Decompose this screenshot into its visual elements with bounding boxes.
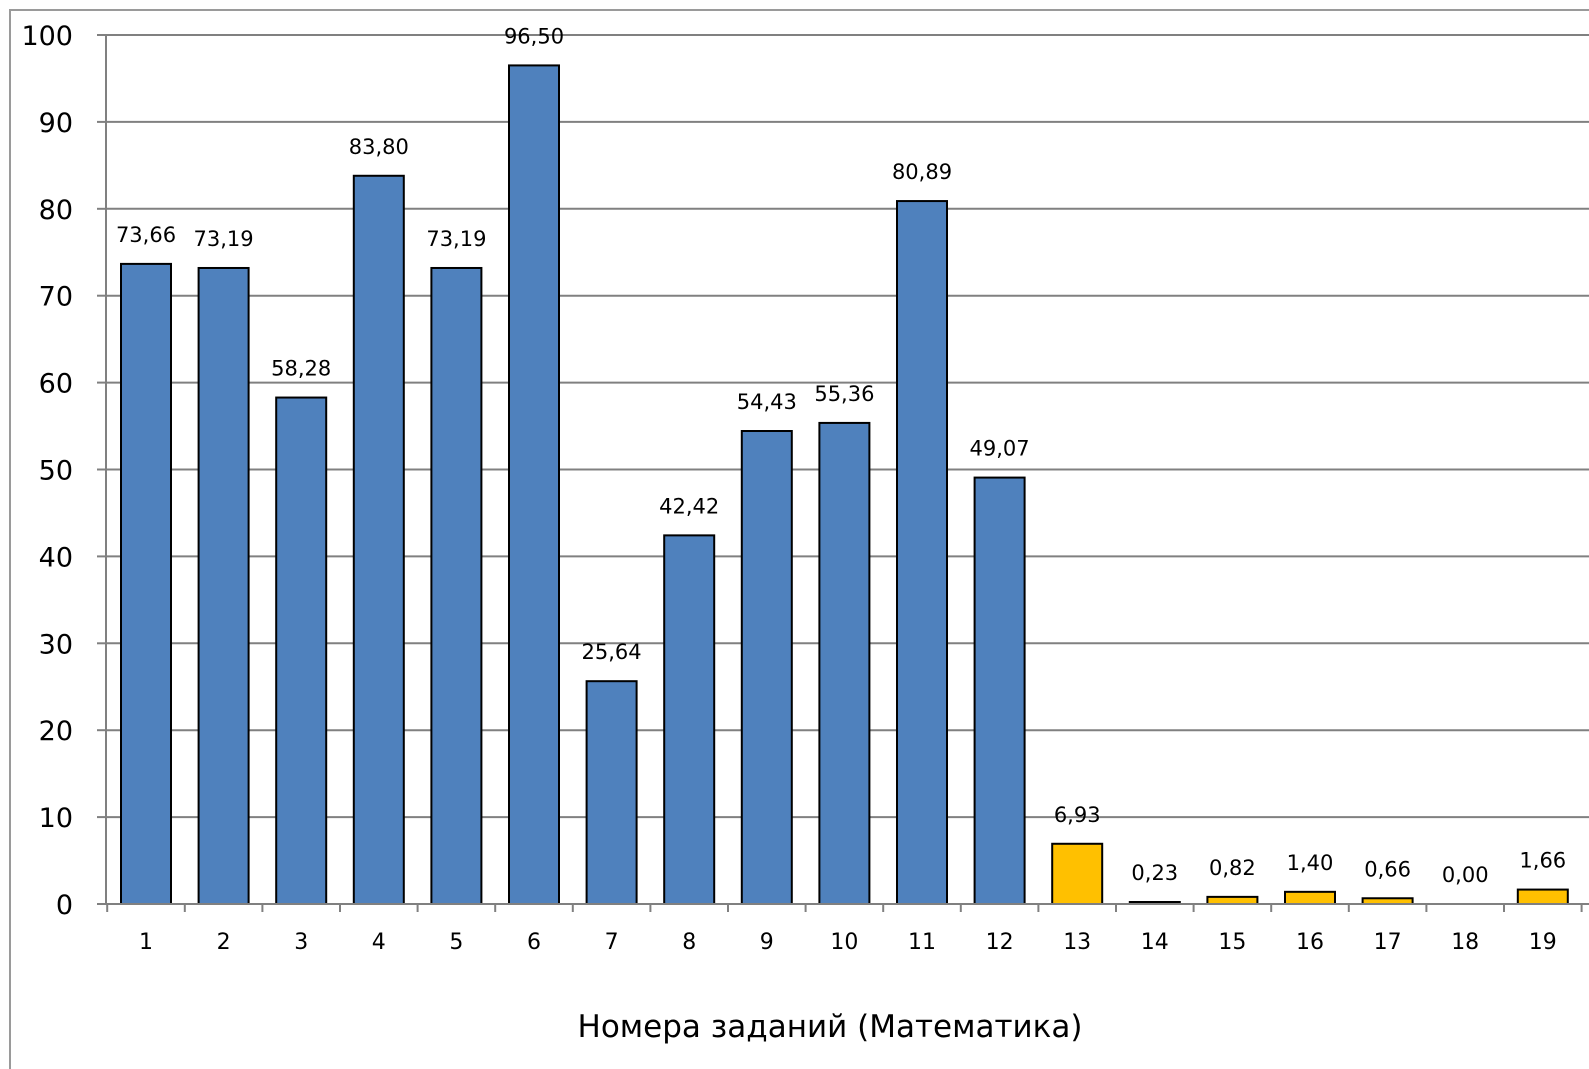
x-tick-label-4: 4 bbox=[372, 930, 386, 955]
axes bbox=[97, 34, 1589, 912]
data-label-6: 96,50 bbox=[504, 24, 564, 48]
bar-10 bbox=[818, 421, 871, 905]
data-label-12: 49,07 bbox=[970, 437, 1030, 461]
bar-9 bbox=[740, 430, 793, 905]
data-label-4: 83,80 bbox=[349, 135, 409, 159]
bar-13 bbox=[1051, 842, 1104, 906]
y-tick-label-10: 10 bbox=[39, 803, 73, 834]
data-label-13: 6,93 bbox=[1054, 803, 1101, 827]
x-tick-label-18: 18 bbox=[1451, 930, 1479, 955]
bar-1 bbox=[120, 262, 172, 905]
x-tick-label-17: 17 bbox=[1374, 930, 1402, 955]
data-label-17: 0,66 bbox=[1364, 857, 1411, 881]
data-label-9: 54,43 bbox=[737, 390, 797, 414]
y-tick-label-50: 50 bbox=[39, 456, 73, 487]
y-tick-label-80: 80 bbox=[39, 195, 73, 226]
x-tick-label-2: 2 bbox=[217, 930, 231, 955]
x-tick-label-11: 11 bbox=[908, 930, 936, 955]
data-label-16: 1,40 bbox=[1287, 851, 1334, 875]
bar-15 bbox=[1206, 895, 1259, 906]
bar-2 bbox=[197, 266, 250, 906]
x-tick-label-19: 19 bbox=[1529, 930, 1557, 955]
x-axis-title: Номера заданий (Математика) bbox=[578, 1009, 1083, 1045]
x-tick-label-7: 7 bbox=[605, 930, 619, 955]
y-tick-label-20: 20 bbox=[39, 716, 73, 747]
bar-5 bbox=[430, 266, 483, 906]
x-tick-label-9: 9 bbox=[760, 930, 774, 955]
data-label-2: 73,19 bbox=[194, 227, 254, 251]
y-tick-label-0: 0 bbox=[56, 890, 73, 921]
bar-19 bbox=[1516, 888, 1569, 905]
x-tick-label-3: 3 bbox=[294, 930, 308, 955]
data-label-1: 73,66 bbox=[116, 223, 176, 247]
x-tick-label-16: 16 bbox=[1296, 930, 1324, 955]
y-tick-label-40: 40 bbox=[39, 542, 73, 573]
bar-3 bbox=[275, 396, 328, 905]
data-label-10: 55,36 bbox=[814, 382, 874, 406]
data-label-7: 25,64 bbox=[582, 640, 642, 664]
x-tick-label-10: 10 bbox=[830, 930, 858, 955]
data-label-5: 73,19 bbox=[426, 227, 486, 251]
data-label-3: 58,28 bbox=[271, 357, 331, 381]
bar-8 bbox=[663, 534, 716, 905]
bar-12 bbox=[973, 476, 1026, 905]
y-tick-label-60: 60 bbox=[39, 369, 73, 400]
data-label-15: 0,82 bbox=[1209, 856, 1256, 880]
y-tick-label-30: 30 bbox=[39, 629, 73, 660]
bars bbox=[120, 64, 1569, 906]
bar-16 bbox=[1284, 890, 1336, 905]
bar-11 bbox=[896, 200, 948, 905]
x-tick-label-1: 1 bbox=[139, 930, 153, 955]
x-tick-label-12: 12 bbox=[986, 930, 1014, 955]
y-tick-label-90: 90 bbox=[39, 108, 73, 139]
y-tick-label-100: 100 bbox=[21, 21, 73, 52]
bar-7 bbox=[585, 680, 638, 906]
x-tick-label-15: 15 bbox=[1218, 930, 1246, 955]
bar-4 bbox=[352, 174, 405, 905]
y-tick-label-70: 70 bbox=[39, 282, 73, 313]
data-label-14: 0,23 bbox=[1131, 861, 1178, 885]
x-tick-label-8: 8 bbox=[682, 930, 696, 955]
labels: 0 10 20 30 40 50 60 70 80 90 100 73,66 1 73,19 2 58,28 3… bbox=[21, 21, 1566, 955]
data-label-19: 1,66 bbox=[1519, 849, 1566, 873]
data-label-11: 80,89 bbox=[892, 160, 952, 184]
data-label-18: 0,00 bbox=[1442, 863, 1489, 887]
x-tick-label-13: 13 bbox=[1063, 930, 1091, 955]
data-label-8: 42,42 bbox=[659, 494, 719, 518]
x-tick-label-6: 6 bbox=[527, 930, 541, 955]
bar-6 bbox=[508, 64, 560, 906]
x-tick-label-14: 14 bbox=[1141, 930, 1169, 955]
x-tick-label-5: 5 bbox=[449, 930, 463, 955]
